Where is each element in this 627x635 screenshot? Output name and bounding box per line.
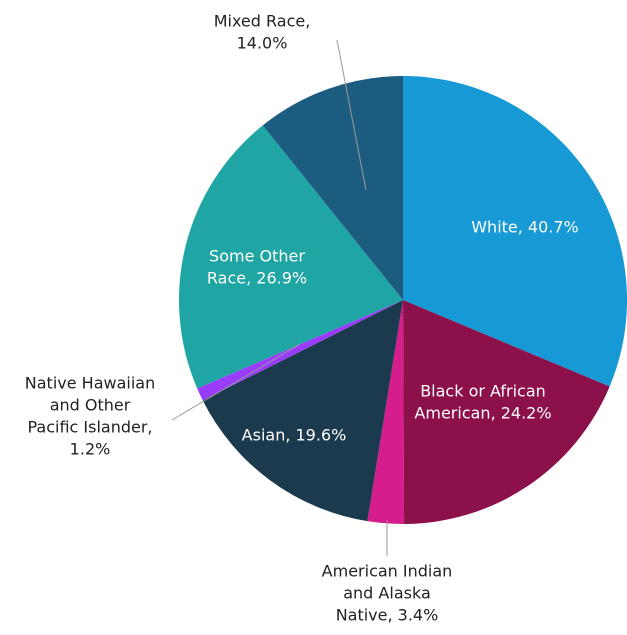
- leader-line: [171, 343, 301, 421]
- pie-slice: [178, 125, 403, 389]
- slice-label: Native Hawaiian: [25, 374, 155, 393]
- pie-slice: [197, 300, 403, 401]
- slice-label: Native, 3.4%: [336, 606, 439, 625]
- slice-label: 14.0%: [237, 34, 288, 53]
- slice-label: Asian, 19.6%: [242, 426, 347, 445]
- pie-slice: [403, 300, 610, 524]
- slice-label: Black or African: [420, 382, 546, 401]
- pie-slice: [202, 300, 403, 522]
- slice-label: Pacific Islander,: [27, 418, 152, 437]
- slice-label: Mixed Race,: [214, 12, 311, 31]
- slice-label: Some Other: [209, 247, 305, 266]
- pie-slice: [367, 300, 405, 524]
- slice-label: White, 40.7%: [471, 218, 579, 237]
- slice-label: and Alaska: [343, 584, 431, 603]
- slice-label: American Indian: [322, 562, 453, 581]
- slice-label: Race, 26.9%: [207, 269, 307, 288]
- leader-line: [336, 39, 367, 191]
- pie-slice: [262, 76, 403, 300]
- slice-label: 1.2%: [70, 440, 111, 459]
- slice-label: and Other: [50, 396, 131, 415]
- pie-slice: [403, 76, 627, 387]
- slice-label: American, 24.2%: [414, 404, 551, 423]
